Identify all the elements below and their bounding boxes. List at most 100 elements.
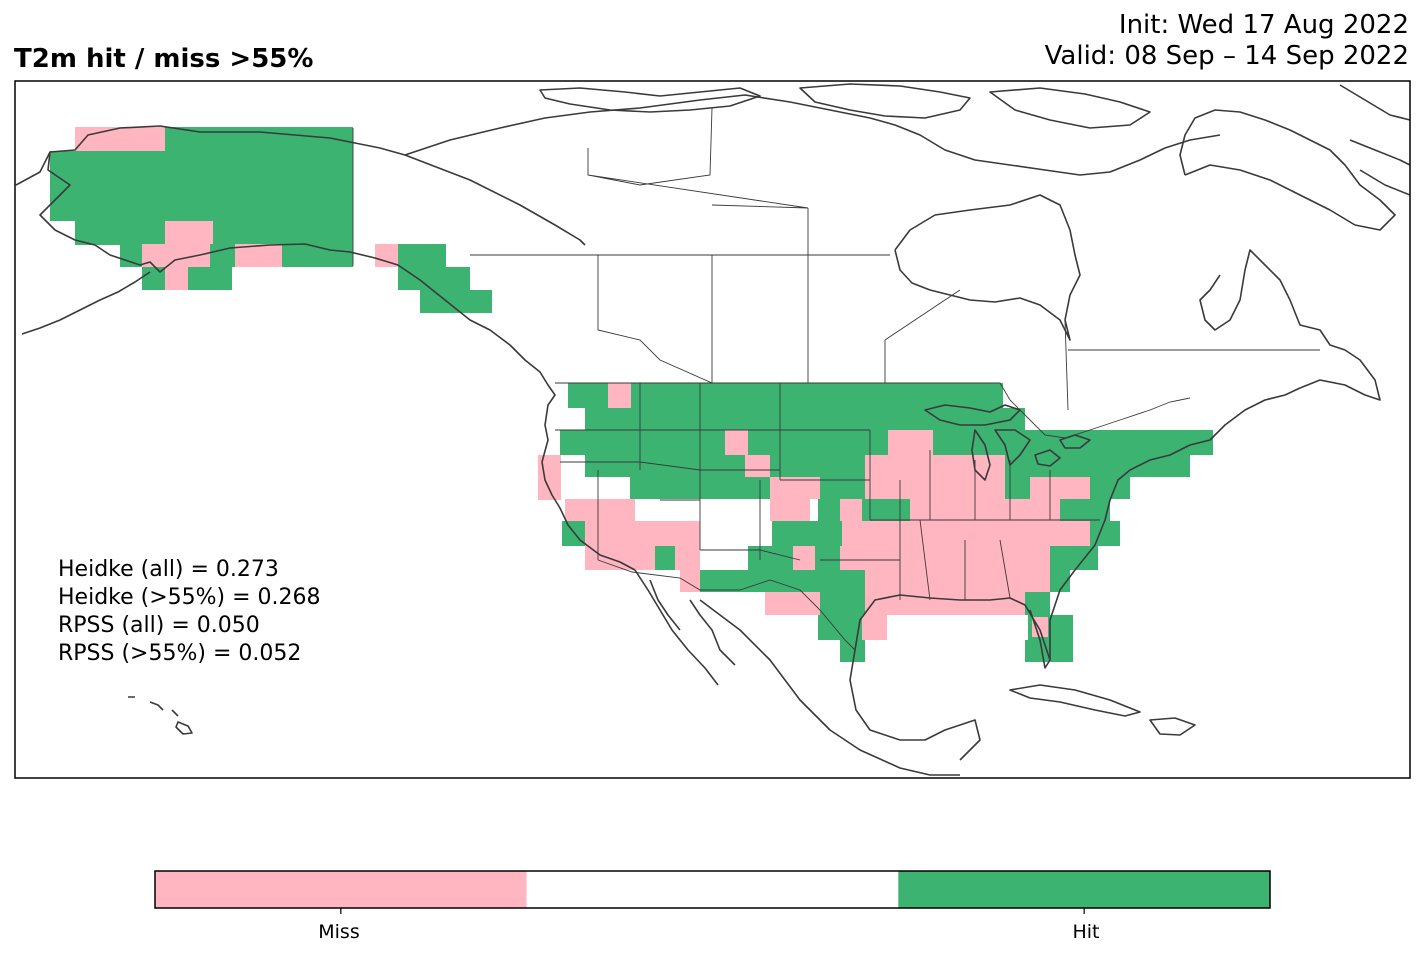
hit-cell [862, 499, 910, 521]
hit-cell [770, 455, 865, 477]
hit-cell [560, 430, 725, 455]
hit-cell [1055, 455, 1150, 477]
hit-cell [1060, 499, 1110, 521]
hit-miss-grid [50, 127, 1213, 662]
hit-cell [50, 151, 353, 221]
miss-cell [770, 499, 810, 521]
hit-cell [585, 455, 745, 477]
hit-cell [1090, 477, 1130, 499]
hit-cell [631, 383, 1003, 408]
hit-cell [568, 383, 608, 408]
miss-cell [232, 244, 282, 267]
gulf-coast [854, 469, 1131, 669]
hit-cell [840, 640, 865, 662]
colorbar-label-miss: Miss [318, 921, 360, 943]
miss-cell [840, 546, 990, 570]
province-borders [470, 107, 1320, 411]
hit-cell [210, 244, 235, 267]
miss-cell [770, 477, 820, 499]
miss-cell [942, 521, 1112, 546]
miss-cell [1030, 477, 1090, 499]
miss-cell [915, 570, 1050, 592]
hit-cell [398, 244, 446, 267]
miss-cell [75, 127, 167, 152]
hit-cell [820, 477, 865, 499]
hit-cell [820, 592, 865, 615]
miss-cell [745, 455, 770, 477]
hit-cell [188, 267, 232, 290]
miss-cell [165, 221, 213, 245]
canada-us-border [555, 382, 1191, 439]
hit-cell [585, 408, 1025, 430]
hit-cell [1048, 615, 1073, 640]
init-date: Init: Wed 17 Aug 2022 [1118, 10, 1409, 40]
colorbar-frame [154, 870, 1271, 909]
miss-cell [565, 499, 605, 521]
rpss-all: RPSS (all) = 0.050 [58, 613, 260, 638]
hit-cell [748, 430, 888, 455]
hit-cell [815, 570, 865, 592]
hit-cell [1090, 521, 1120, 546]
hit-cell [562, 521, 585, 546]
heidke-all: Heidke (all) = 0.273 [58, 557, 279, 582]
hit-cell [700, 570, 750, 592]
miss-cell [375, 244, 398, 267]
hit-cell [797, 521, 842, 546]
alaska-coast [15, 125, 636, 571]
miss-cell [840, 499, 862, 521]
hit-cell [398, 267, 470, 290]
skill-scores: Heidke (all) = 0.273 Heidke (>55%) = 0.2… [58, 556, 321, 668]
colorbar-segment-0 [155, 871, 527, 908]
hispaniola [1149, 717, 1196, 736]
miss-cell [585, 546, 655, 570]
greenland-edge [1339, 84, 1411, 196]
arctic-coast [404, 94, 1221, 176]
hit-cell [818, 499, 840, 521]
hit-cell [818, 615, 863, 640]
hit-cell [213, 221, 353, 244]
hit-cell [1025, 640, 1073, 662]
colorbar [154, 870, 1271, 914]
hit-cell [1073, 430, 1213, 455]
arctic-islands-3 [989, 87, 1151, 129]
miss-cell [605, 499, 635, 521]
aleutian-islands [21, 271, 151, 335]
mexico-coast [699, 599, 981, 776]
miss-cell [585, 521, 700, 546]
mexico-us-border [597, 559, 856, 651]
miss-cell [965, 455, 1005, 477]
cuba [1009, 684, 1141, 717]
valid-date: Valid: 08 Sep – 14 Sep 2022 [1044, 41, 1409, 71]
miss-cell [888, 430, 933, 455]
arctic-islands-1 [539, 87, 761, 113]
hit-cell [420, 290, 492, 313]
hit-cell [1005, 455, 1055, 477]
colorbar-label-hit: Hit [1072, 921, 1100, 943]
hudson-bay [894, 194, 1081, 341]
miss-cell [793, 546, 815, 570]
borders [352, 107, 1320, 651]
state-borders [555, 383, 1100, 601]
miss-cell [608, 383, 631, 408]
hit-cell [655, 546, 675, 570]
baja-coast [634, 569, 736, 686]
colorbar-segment-1 [526, 871, 899, 908]
miss-cell [842, 521, 942, 546]
miss-cell [910, 499, 1060, 521]
map-title: T2m hit / miss >55% [14, 44, 314, 74]
rpss-55: RPSS (>55%) = 0.052 [58, 641, 302, 666]
map-frame [14, 80, 1411, 779]
miss-cell [865, 570, 915, 592]
hit-cell [1005, 477, 1030, 499]
miss-cell [862, 615, 887, 640]
hit-cell [660, 477, 770, 499]
hit-cell [1025, 592, 1050, 615]
miss-cell [990, 546, 1050, 570]
colorbar-segment-2 [898, 871, 1270, 908]
hit-cell [75, 221, 170, 245]
miss-cell [538, 455, 561, 500]
hit-cell [772, 521, 797, 546]
coastlines [15, 83, 1411, 776]
miss-cell [725, 430, 748, 455]
